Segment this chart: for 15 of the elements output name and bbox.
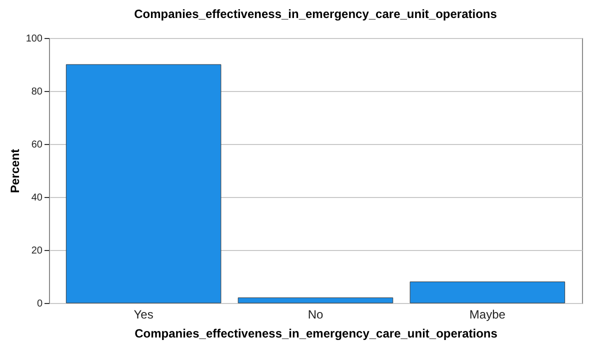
- y-axis-title: Percent: [8, 148, 22, 194]
- bar: [66, 64, 222, 304]
- y-tick-label: 80: [31, 86, 43, 98]
- x-tick-label: No: [308, 308, 324, 322]
- y-tick-label: 20: [31, 246, 43, 256]
- bar: [410, 282, 566, 304]
- x-axis-title: Companies_effectiveness_in_emergency_care_unit_operations: [134, 326, 498, 340]
- y-tick-label: 0: [36, 298, 43, 310]
- y-tick-label: 60: [31, 140, 43, 150]
- chart-title: Companies_effectiveness_in_emergency_care_unit_operations: [134, 7, 498, 21]
- x-tick-label: Yes: [134, 308, 154, 322]
- y-tick-label: 40: [31, 192, 43, 204]
- x-tick-label: Maybe: [469, 308, 506, 322]
- bar: [238, 297, 394, 304]
- y-tick-label: 100: [26, 34, 43, 44]
